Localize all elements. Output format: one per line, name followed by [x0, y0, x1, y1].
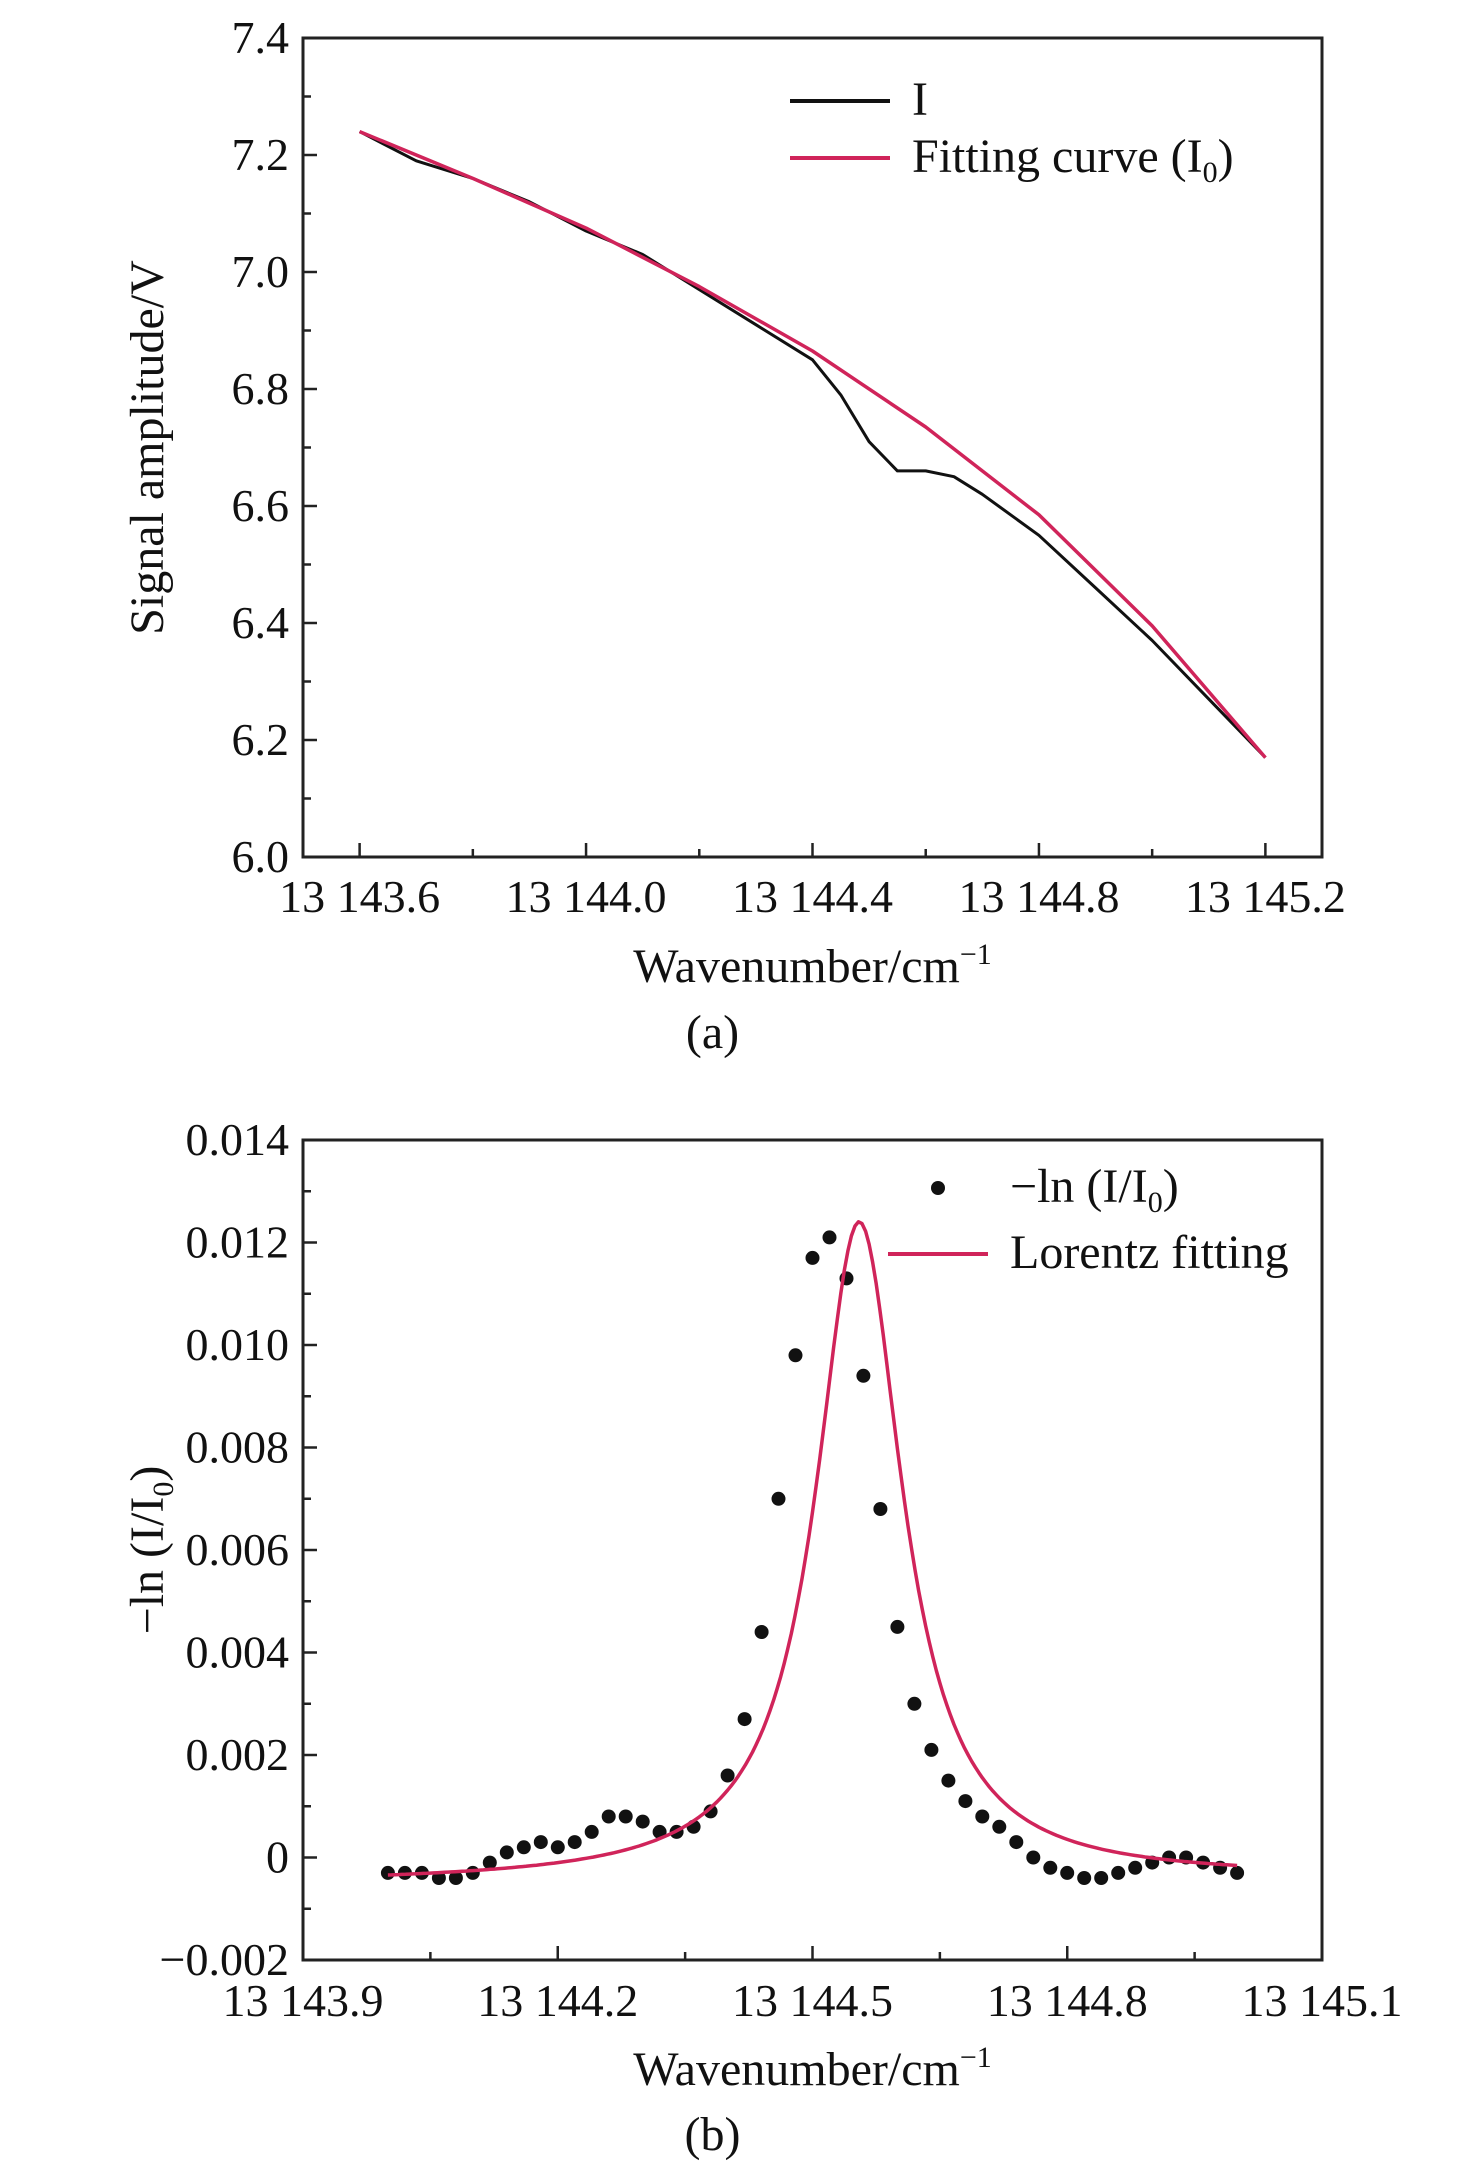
- panel-b-x-tick-label: 13 144.2: [477, 1975, 638, 2026]
- panel-b-y-axis-title: −ln (I/I0): [121, 1466, 180, 1635]
- panel-a-y-axis-title: Signal amplitude/V: [121, 260, 174, 635]
- panel-b-data-point: [1111, 1865, 1126, 1880]
- panel-a-y-tick-label: 6.0: [232, 831, 290, 882]
- panel-b-data-point: [1009, 1835, 1024, 1850]
- panel-b-series-line-lorentz: [387, 1220, 1238, 1877]
- panel-b-data-point: [703, 1804, 718, 1819]
- panel-b-data-point: [550, 1840, 565, 1855]
- panel-b-data-point: [533, 1835, 548, 1850]
- panel-b-y-tick-label: 0: [266, 1832, 289, 1883]
- panel-a-y-tick-label: 7.4: [232, 12, 290, 63]
- panel-b-data-point: [737, 1712, 752, 1727]
- panel-a-x-tick-label: 13 144.8: [958, 871, 1119, 922]
- panel-b-data-point: [771, 1491, 786, 1506]
- panel-b-data-point: [380, 1865, 395, 1880]
- panel-b-data-point: [873, 1502, 888, 1516]
- panel-b-data-point: [992, 1819, 1007, 1834]
- panel-b-data-point: [805, 1250, 820, 1265]
- panel-b-data-point: [1128, 1860, 1143, 1875]
- panel-b-data-point: [720, 1768, 735, 1783]
- panel-b-data-point: [975, 1809, 990, 1824]
- panel-b-data-point: [958, 1794, 973, 1809]
- panel-b-y-tick-label: 0.010: [186, 1319, 290, 1370]
- panel-b-x-tick-label: 13 144.5: [732, 1975, 893, 2026]
- panel-a-series-line-0: [358, 130, 1267, 759]
- panel-a-y-tick-label: 7.0: [232, 246, 290, 297]
- panel-b-data-point: [601, 1809, 616, 1824]
- panel-b-data-point: [924, 1742, 939, 1757]
- panel-b-data-point: [1060, 1865, 1075, 1880]
- panel-b-data-point: [567, 1835, 582, 1850]
- panel-b-data-point: [1026, 1850, 1041, 1865]
- panel-a-y-tick-label: 6.4: [232, 597, 290, 648]
- panel-b-y-tick-label: 0.004: [186, 1627, 290, 1678]
- panel-b-data-point: [1162, 1850, 1177, 1865]
- panel-b-data-point: [788, 1348, 803, 1363]
- panel-b-data-point: [465, 1865, 480, 1880]
- panel-a-x-tick-label: 13 143.6: [279, 871, 440, 922]
- panel-a-x-tick-label: 13 144.0: [506, 871, 667, 922]
- panel-a-y-tick-label: 7.2: [232, 129, 290, 180]
- panel-b-series-1-legend-label: Lorentz fitting: [1010, 1226, 1289, 1279]
- panel-b-data-point: [822, 1230, 837, 1245]
- panel-b-y-tick-label: 0.008: [186, 1422, 290, 1473]
- panel-b-scatter-chart: −0.002 0 0.002 0.004 0.006 0.008 0.010 0.012 0.0…: [121, 1114, 1403, 2161]
- panel-a-y-tick-label: 6.6: [232, 480, 290, 531]
- panel-b-data-point: [890, 1619, 905, 1634]
- panel-a-x-tick-label: 13 144.4: [732, 871, 893, 922]
- panel-a-series-0-legend-label: I: [912, 73, 928, 126]
- panel-b-x-tick-label: 13 145.1: [1242, 1975, 1403, 2026]
- panel-b-x-axis-title: Wavenumber/cm−1: [633, 2041, 992, 2096]
- panel-b-data-point: [618, 1809, 633, 1824]
- panel-a-y-tick-label: 6.8: [232, 363, 290, 414]
- panel-b-series-0-legend-marker: [931, 1181, 945, 1195]
- panel-b-data-point: [907, 1696, 922, 1711]
- panel-b-data-point: [482, 1855, 497, 1870]
- panel-b-caption: (b): [685, 2108, 741, 2161]
- panel-b-data-point: [584, 1824, 599, 1839]
- panel-a-x-axis-title: Wavenumber/cm−1: [633, 938, 992, 993]
- panel-b-data-point: [1043, 1860, 1058, 1875]
- panel-b-y-tick-label: −0.002: [160, 1934, 289, 1985]
- panel-b-y-tick-label: 0.002: [186, 1729, 290, 1780]
- panel-b-data-point: [499, 1845, 514, 1860]
- panel-b-data-point: [448, 1871, 463, 1885]
- panel-b-data-point: [1094, 1871, 1109, 1885]
- panel-a-series-1-legend-label: Fitting curve (I0): [912, 130, 1234, 189]
- panel-b-data-point: [856, 1368, 871, 1383]
- panel-a-caption: (a): [686, 1006, 739, 1059]
- panel-b-data-point: [941, 1773, 956, 1788]
- panel-b-x-tick-label: 13 143.9: [223, 1975, 384, 2026]
- panel-a-x-tick-label: 13 145.2: [1185, 871, 1346, 922]
- panel-b-y-tick-label: 0.014: [186, 1114, 290, 1165]
- panel-b-data-point: [754, 1625, 769, 1639]
- panel-b-y-tick-label: 0.012: [186, 1217, 290, 1268]
- panel-a-line-chart: 6.0 6.2 6.4 6.6 6.8 7.0 7.2 7.4 13 143.6 13 144.0…: [121, 12, 1346, 1059]
- panel-b-series-0-legend-label: −ln (I/I0): [1010, 1160, 1179, 1219]
- panel-b-data-point: [635, 1814, 650, 1829]
- panel-a-y-tick-label: 6.2: [232, 714, 290, 765]
- panel-a-series-line-1: [358, 129, 1267, 759]
- panel-b-data-point: [516, 1840, 531, 1855]
- panel-b-data-point: [1077, 1871, 1092, 1885]
- panel-b-data-point: [1230, 1865, 1245, 1880]
- panel-b-x-tick-label: 13 144.8: [987, 1975, 1148, 2026]
- panel-b-y-tick-label: 0.006: [186, 1524, 290, 1575]
